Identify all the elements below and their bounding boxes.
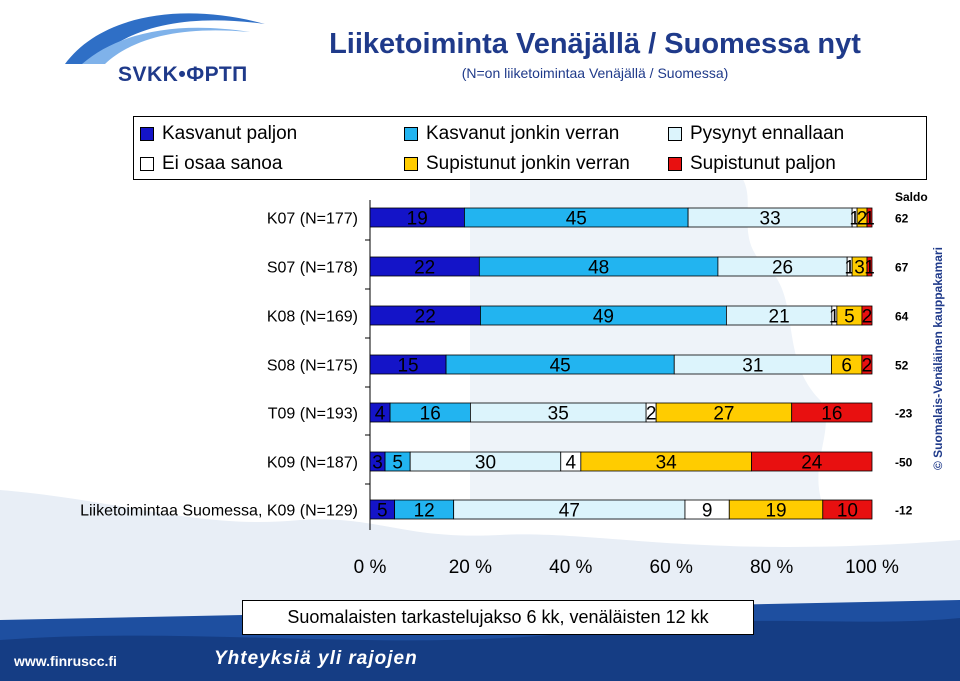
data-label: 1	[829, 307, 840, 328]
saldo-value: 52	[895, 359, 909, 373]
saldo-value: -12	[895, 504, 913, 518]
data-label: 19	[765, 501, 786, 522]
x-tick-label: 0 %	[354, 557, 387, 578]
data-label: 4	[566, 453, 577, 474]
logo-text: SVKK•ФРТП	[118, 63, 248, 86]
data-label: 34	[656, 453, 678, 474]
saldo-value: -50	[895, 456, 913, 470]
legend-label: Kasvanut jonkin verran	[426, 123, 620, 144]
data-label: 45	[550, 356, 571, 377]
data-label: 26	[772, 258, 793, 279]
legend-swatch	[668, 127, 682, 141]
data-label: 1	[844, 258, 855, 279]
data-label: 31	[742, 356, 763, 377]
data-label: 5	[392, 453, 403, 474]
chart-legend: Kasvanut paljon Kasvanut jonkin verran P…	[133, 116, 927, 180]
category-label: T09 (N=193)	[268, 406, 358, 423]
bar-segment	[866, 207, 873, 228]
data-label: 21	[769, 307, 790, 328]
data-label: 2	[862, 307, 873, 328]
data-label: 3	[372, 453, 383, 474]
bar-segment	[751, 451, 873, 472]
saldo-value: -23	[895, 407, 913, 421]
copyright-text: © Suomalais-Venäläinen kauppakamari	[931, 247, 945, 470]
data-label: 48	[588, 258, 609, 279]
logo-swoosh-icon	[65, 13, 265, 64]
data-label: 1	[849, 209, 860, 230]
page-title: Liiketoiminta Venäjällä / Suomessa nyt	[329, 28, 861, 60]
legend-item-supistunut-jonkin: Supistunut jonkin verran	[404, 153, 630, 175]
data-label: 47	[559, 501, 580, 522]
data-label: 5	[377, 501, 388, 522]
legend-label: Pysynyt ennallaan	[690, 123, 845, 144]
legend-item-kasvanut-paljon: Kasvanut paljon	[140, 123, 297, 145]
legend-label: Supistunut paljon	[690, 153, 836, 174]
legend-swatch	[140, 127, 154, 141]
saldo-value: 64	[895, 310, 909, 324]
data-label: 2	[857, 209, 868, 230]
data-label: 16	[821, 404, 842, 425]
category-label: S07 (N=178)	[267, 260, 358, 277]
legend-label: Kasvanut paljon	[162, 123, 298, 144]
data-label: 1	[864, 258, 875, 279]
x-tick-label: 20 %	[449, 557, 492, 578]
data-label: 2	[646, 404, 657, 425]
bar-segment	[861, 354, 873, 375]
data-label: 24	[801, 453, 823, 474]
saldo-header: Saldo	[895, 190, 928, 204]
legend-item-supistunut-paljon: Supistunut paljon	[668, 153, 836, 175]
data-label: 45	[566, 209, 587, 230]
legend-swatch	[668, 157, 682, 171]
data-label: 22	[415, 307, 436, 328]
page-subtitle: (N=on liiketoimintaa Venäjällä / Suomess…	[461, 65, 729, 81]
data-label: 4	[375, 404, 386, 425]
category-label: K09 (N=187)	[267, 455, 358, 472]
legend-item-pysynyt: Pysynyt ennallaan	[668, 123, 844, 145]
category-label: K08 (N=169)	[267, 309, 358, 326]
x-tick-label: 40 %	[549, 557, 592, 578]
data-label: 12	[414, 501, 435, 522]
bar-segment	[861, 305, 873, 326]
data-label: 22	[414, 258, 435, 279]
bar-segment	[866, 256, 873, 277]
bar-segment	[822, 499, 873, 520]
legend-swatch	[404, 127, 418, 141]
x-tick-label: 100 %	[845, 557, 899, 578]
footer-url-link[interactable]: www.finruscc.fi	[14, 653, 117, 669]
footer-slogan: Yhteyksiä yli rajojen	[214, 648, 418, 669]
data-label: 16	[420, 404, 441, 425]
category-label: S08 (N=175)	[267, 358, 358, 375]
data-label: 10	[837, 501, 858, 522]
data-label: 19	[407, 209, 428, 230]
footnote-box: Suomalaisten tarkastelujakso 6 kk, venäl…	[242, 600, 754, 635]
category-label: Liiketoimintaa Suomessa, K09 (N=129)	[80, 503, 358, 520]
category-label: K07 (N=177)	[267, 211, 358, 228]
data-label: 33	[760, 209, 781, 230]
data-label: 27	[713, 404, 734, 425]
data-label: 1	[864, 209, 875, 230]
data-label: 30	[475, 453, 496, 474]
data-label: 15	[397, 356, 418, 377]
saldo-value: 62	[895, 212, 909, 226]
legend-label: Supistunut jonkin verran	[426, 153, 630, 174]
data-label: 9	[702, 501, 713, 522]
data-label: 49	[593, 307, 614, 328]
bar-segment	[791, 402, 873, 423]
x-tick-label: 60 %	[650, 557, 693, 578]
legend-swatch	[404, 157, 418, 171]
data-label: 35	[548, 404, 569, 425]
data-label: 5	[844, 307, 855, 328]
legend-item-kasvanut-jonkin: Kasvanut jonkin verran	[404, 123, 619, 145]
data-label: 2	[862, 356, 873, 377]
data-label: 6	[841, 356, 852, 377]
legend-swatch	[140, 157, 154, 171]
saldo-value: 67	[895, 261, 909, 275]
legend-label: Ei osaa sanoa	[162, 153, 283, 174]
data-label: 3	[854, 258, 865, 279]
legend-item-ei-osaa: Ei osaa sanoa	[140, 153, 282, 175]
x-tick-label: 80 %	[750, 557, 793, 578]
